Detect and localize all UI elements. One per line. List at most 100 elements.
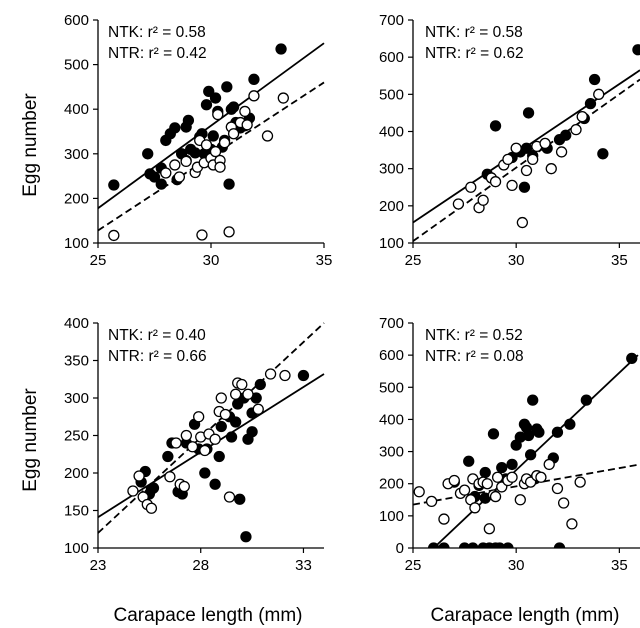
x-tick-label: 35 xyxy=(611,252,628,269)
y-tick-label: 350 xyxy=(64,353,89,370)
point-filled xyxy=(225,431,238,443)
point-filled xyxy=(207,130,219,142)
point-filled xyxy=(209,478,221,490)
point-open xyxy=(481,478,493,490)
point-filled xyxy=(427,542,440,548)
point-open xyxy=(477,194,489,206)
x-tick-label: 25 xyxy=(90,252,107,269)
point-open xyxy=(186,441,199,453)
point-filled xyxy=(597,148,609,160)
point-open xyxy=(223,491,236,503)
point-filled xyxy=(533,426,545,438)
y-axis-label-top: Egg number xyxy=(20,93,41,197)
x-axis-label-left: Carapace length (mm) xyxy=(113,605,302,626)
point-filled xyxy=(494,542,506,548)
point-filled xyxy=(463,455,475,467)
fit-line-solid xyxy=(97,42,325,209)
point-filled xyxy=(148,171,161,183)
r2-annotation: NTK: r² = 0.40 xyxy=(108,327,206,344)
point-filled xyxy=(223,178,235,190)
point-open xyxy=(469,502,481,514)
point-open xyxy=(241,119,253,131)
x-tick-label: 30 xyxy=(508,252,525,269)
point-open xyxy=(169,159,181,171)
point-open xyxy=(218,136,231,149)
point-filled xyxy=(169,122,181,134)
y-tick-label: 600 xyxy=(379,347,404,364)
point-open xyxy=(180,155,192,168)
point-open xyxy=(491,471,504,483)
point-filled xyxy=(479,466,491,479)
point-filled xyxy=(496,461,508,474)
panel-top-right: 100 200 300 400 500 600 700 25 30 35 NTK: r² = 0.5… xyxy=(379,12,640,269)
fit-line-solid xyxy=(433,354,639,548)
point-open xyxy=(535,471,547,483)
point-open xyxy=(230,388,242,400)
x-tick-label: 30 xyxy=(203,252,220,269)
point-filled xyxy=(234,493,246,505)
y-tick-label: 200 xyxy=(64,465,89,482)
point-filled xyxy=(240,531,252,543)
y-tick-label: 500 xyxy=(379,86,404,103)
y-tick-label: 100 xyxy=(379,508,404,525)
point-filled xyxy=(297,369,310,382)
point-open xyxy=(543,458,555,471)
y-tick-label: 300 xyxy=(379,161,404,178)
point-filled xyxy=(458,542,471,548)
point-open xyxy=(502,153,514,166)
x-tick-label: 35 xyxy=(611,557,628,574)
point-open xyxy=(557,497,570,509)
point-filled xyxy=(588,73,601,86)
point-filled xyxy=(487,428,500,440)
point-open xyxy=(193,411,205,423)
point-open xyxy=(570,123,582,136)
point-filled xyxy=(230,416,242,428)
point-filled xyxy=(438,542,450,548)
x-tick-label: 25 xyxy=(405,557,422,574)
point-open xyxy=(209,433,221,445)
point-filled xyxy=(182,114,195,126)
point-filled xyxy=(246,426,258,438)
y-tick-label: 300 xyxy=(64,146,89,163)
point-open xyxy=(196,229,208,241)
fit-line-dashed xyxy=(412,78,640,242)
point-open xyxy=(555,146,568,158)
x-tick-label: 30 xyxy=(508,557,525,574)
point-filled xyxy=(199,467,211,479)
point-open xyxy=(527,153,539,166)
point-filled xyxy=(524,449,537,461)
point-filled xyxy=(213,450,225,463)
point-open xyxy=(199,444,211,457)
point-open xyxy=(574,476,586,488)
point-open xyxy=(160,167,172,179)
point-open xyxy=(425,495,438,508)
y-tick-label: 500 xyxy=(379,379,404,396)
r2-annotation: NTK: r² = 0.58 xyxy=(108,24,206,41)
point-filled xyxy=(518,181,531,193)
x-tick-label: 23 xyxy=(90,557,107,574)
point-filled xyxy=(215,420,227,433)
y-tick-label: 250 xyxy=(64,428,89,445)
y-tick-label: 400 xyxy=(64,101,89,118)
point-open xyxy=(489,490,502,503)
point-filled xyxy=(275,43,287,55)
r2-annotation: NTR: r² = 0.42 xyxy=(108,45,207,62)
r2-annotation: NTR: r² = 0.08 xyxy=(425,348,524,365)
point-open xyxy=(200,139,213,151)
point-filled xyxy=(254,378,266,391)
point-filled xyxy=(584,97,597,110)
point-filled xyxy=(560,129,572,141)
point-filled xyxy=(489,120,502,132)
y-tick-label: 600 xyxy=(64,12,89,29)
point-open xyxy=(452,198,465,210)
y-tick-label: 600 xyxy=(379,49,404,66)
point-open xyxy=(212,108,224,121)
point-open xyxy=(215,392,227,404)
x-tick-label: 35 xyxy=(316,252,333,269)
point-filled xyxy=(506,458,518,471)
point-open xyxy=(178,480,190,493)
r2-annotation: NTR: r² = 0.62 xyxy=(425,45,524,62)
point-open xyxy=(227,128,240,140)
point-filled xyxy=(209,92,222,104)
point-filled xyxy=(221,81,233,93)
